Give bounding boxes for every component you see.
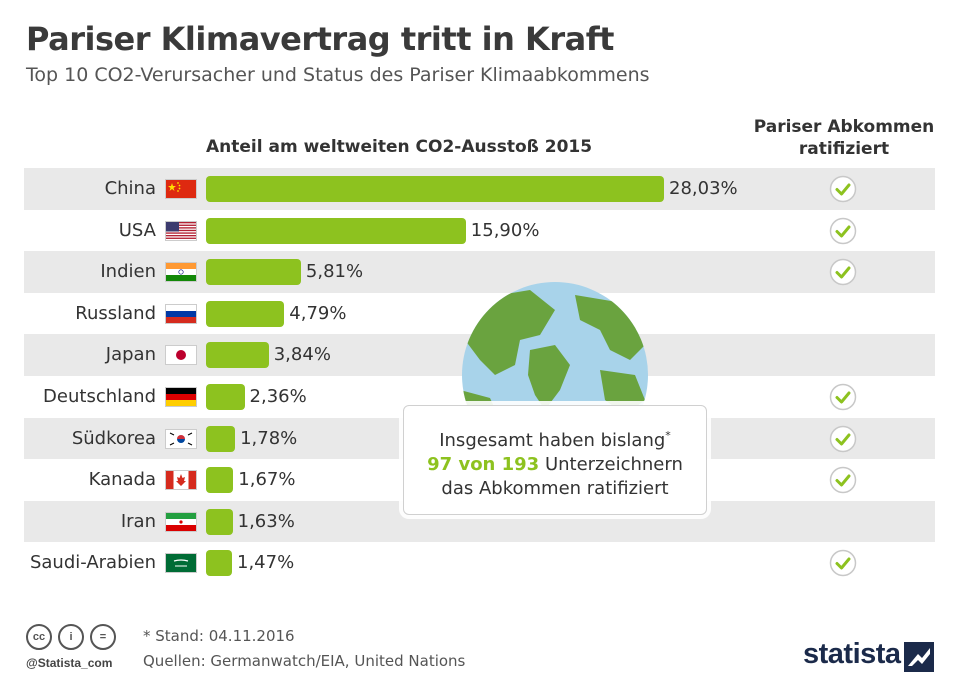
bar <box>206 300 285 327</box>
india-flag-icon <box>165 262 197 283</box>
iran-flag-icon <box>165 511 197 532</box>
bar <box>206 176 664 202</box>
value-label: 28,03% <box>669 178 738 199</box>
value-label: 4,79% <box>289 302 347 324</box>
checkmark-icon <box>829 383 857 411</box>
chart-row: USA 15,90% <box>24 210 935 252</box>
ratification-callout: Insgesamt haben bislang* 97 von 193 Unte… <box>403 405 707 515</box>
country-label: Japan <box>105 344 156 366</box>
checkmark-icon <box>829 217 857 244</box>
value-label: 1,63% <box>237 510 295 532</box>
chart-row: Deutschland 2,36% <box>24 376 935 418</box>
chart-row: Saudi-Arabien 1,47% <box>24 542 935 584</box>
license-icons: cc i = <box>26 624 116 652</box>
callout-line1: Insgesamt haben bislang* <box>439 429 671 451</box>
chart-row: Indien 5,81% <box>24 251 935 293</box>
callout-highlight: 97 von 193 <box>427 454 540 475</box>
country-label: Saudi-Arabien <box>29 552 156 574</box>
checkmark-icon <box>829 466 857 494</box>
usa-flag-icon <box>165 220 197 241</box>
japan-flag-icon <box>165 345 197 366</box>
checkmark-icon <box>829 550 857 577</box>
callout-line2: 97 von 193 Unterzeichnern <box>427 454 683 475</box>
value-label: 2,36% <box>249 386 307 407</box>
country-label: Indien <box>100 261 156 283</box>
ratified-column-header: Pariser Abkommen ratifiziert <box>740 116 948 160</box>
value-label: 1,47% <box>237 552 295 574</box>
no-derivatives-icon[interactable]: = <box>90 624 116 650</box>
value-label: 15,90% <box>470 219 540 241</box>
south-korea-flag-icon <box>165 428 197 449</box>
checkmark-icon <box>829 425 857 452</box>
chart-subtitle: Top 10 CO2-Verursacher und Status des Pa… <box>26 64 650 86</box>
date-note: * Stand: 04.11.2016 <box>143 627 295 645</box>
ratified-header-line1: Pariser Abkommen <box>753 117 935 137</box>
bar <box>206 384 245 410</box>
chart-row: China 28,03% <box>24 168 935 210</box>
country-label: China <box>104 178 156 199</box>
sources: Quellen: Germanwatch/EIA, United Nations <box>143 652 466 670</box>
checkmark-icon <box>829 175 857 203</box>
country-label: Kanada <box>88 469 156 491</box>
bar <box>206 259 301 286</box>
country-label: Iran <box>120 510 156 532</box>
ratified-header-line2: ratifiziert <box>798 139 890 159</box>
share-column-header: Anteil am weltweiten CO2-Ausstoß 2015 <box>206 137 593 157</box>
china-flag-icon <box>165 179 197 199</box>
value-label: 3,84% <box>273 344 331 366</box>
attribution-icon[interactable]: i <box>58 624 84 650</box>
bar <box>206 550 232 577</box>
statista-logo-text[interactable]: statista <box>803 638 901 670</box>
bar <box>206 217 466 244</box>
checkmark-icon <box>829 258 857 286</box>
country-label: Deutschland <box>43 386 156 407</box>
cc-icon[interactable]: cc <box>26 624 52 650</box>
chart-row: Kanada 1,67% <box>24 459 935 501</box>
twitter-handle[interactable]: @Statista_com <box>26 656 113 670</box>
value-label: 5,81% <box>305 261 364 283</box>
bar <box>206 425 236 452</box>
germany-flag-icon <box>165 387 197 407</box>
chart-title: Pariser Klimavertrag tritt in Kraft <box>26 20 614 58</box>
canada-flag-icon <box>165 470 197 491</box>
bar <box>206 508 233 535</box>
bar <box>206 467 234 494</box>
value-label: 1,78% <box>240 427 298 449</box>
statista-logo-icon[interactable] <box>904 642 934 672</box>
country-label: Südkorea <box>71 427 156 449</box>
saudi-arabia-flag-icon <box>165 553 197 574</box>
value-label: 1,67% <box>238 469 296 491</box>
country-label: Russland <box>75 302 156 324</box>
russia-flag-icon <box>165 303 197 324</box>
callout-line3: das Abkommen ratifiziert <box>441 478 669 499</box>
chart-row: Russland 4,79% <box>24 293 935 335</box>
country-label: USA <box>118 219 156 241</box>
bar <box>206 342 269 369</box>
